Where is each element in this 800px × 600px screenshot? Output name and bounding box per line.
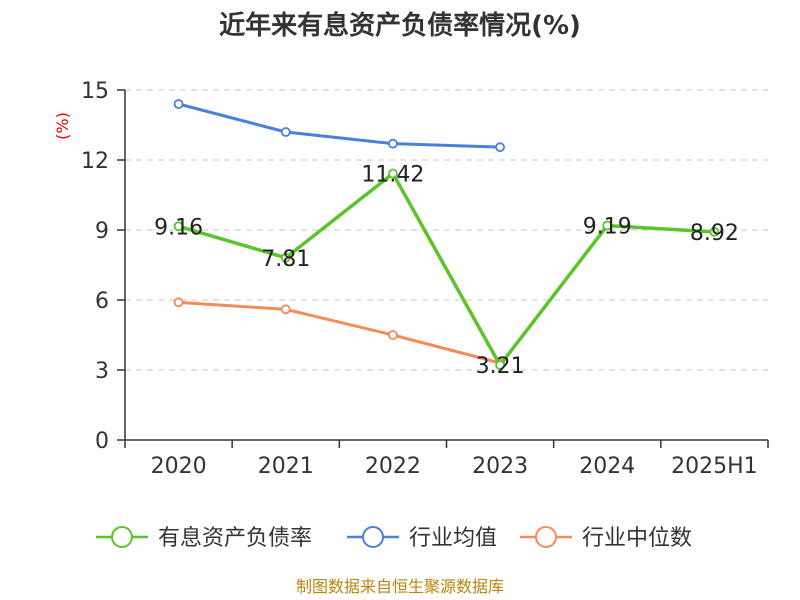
y-tick-label: 9 xyxy=(95,219,109,244)
y-tick-label: 6 xyxy=(95,289,109,314)
data-point-1 xyxy=(280,127,291,137)
data-point-1 xyxy=(388,138,398,149)
x-tick-label: 2021 xyxy=(258,454,314,479)
x-tick-label: 2024 xyxy=(579,454,635,479)
data-labels: 9.16 7.81 11.42 3.21 9.19 8.92 xyxy=(154,163,739,380)
x-tick-label: 2025H1 xyxy=(671,454,758,479)
x-tick-label: 2022 xyxy=(365,454,421,479)
data-point-0 xyxy=(495,360,505,371)
data-point-0 xyxy=(173,221,184,232)
y-tick-label: 15 xyxy=(81,79,109,104)
data-label: 9.19 xyxy=(583,215,632,240)
legend-marker-1 xyxy=(362,526,384,548)
data-label: 3.21 xyxy=(476,354,525,379)
y-tick-label: 12 xyxy=(81,149,109,174)
data-point-1 xyxy=(173,99,184,109)
x-tick-label: 2023 xyxy=(472,454,528,479)
legend: 有息资产负债率 行业均值 行业中位数 xyxy=(96,526,692,551)
legend-label: 行业中位数 xyxy=(582,526,692,551)
series-line-2 xyxy=(178,300,501,365)
x-tick-label: 2020 xyxy=(151,454,207,479)
data-point-0 xyxy=(602,220,613,231)
series-line-0 xyxy=(178,171,715,367)
y-axis-unit: (%) xyxy=(53,112,72,140)
legend-label: 有息资产负债率 xyxy=(158,526,312,551)
legend-label: 行业均值 xyxy=(409,526,497,551)
data-label: 8.92 xyxy=(690,221,739,246)
legend-marker-0 xyxy=(111,526,133,548)
data-point-2 xyxy=(173,297,184,308)
axes: 0 3 6 9 12 15 2020 2021 2022 2023 2024 2025H1 xyxy=(81,79,769,479)
legend-marker-2 xyxy=(535,526,557,548)
data-point-2 xyxy=(388,330,398,340)
y-tick-label: 0 xyxy=(95,429,109,454)
data-label: 11.42 xyxy=(361,163,424,188)
data-point-2 xyxy=(280,304,291,315)
grid-lines xyxy=(125,89,768,371)
data-label: 9.16 xyxy=(154,215,203,240)
y-tick-label: 3 xyxy=(95,359,109,384)
series-lines xyxy=(173,99,720,371)
chart-title: 近年来有息资产负债率情况(%) xyxy=(219,10,581,41)
data-point-0 xyxy=(280,252,291,263)
data-point-1 xyxy=(495,142,505,153)
series-line-1 xyxy=(178,102,501,149)
data-label: 7.81 xyxy=(261,247,310,272)
data-point-0 xyxy=(388,168,398,179)
source-note: 制图数据来自恒生聚源数据库 xyxy=(296,577,504,596)
data-point-0 xyxy=(709,226,720,237)
